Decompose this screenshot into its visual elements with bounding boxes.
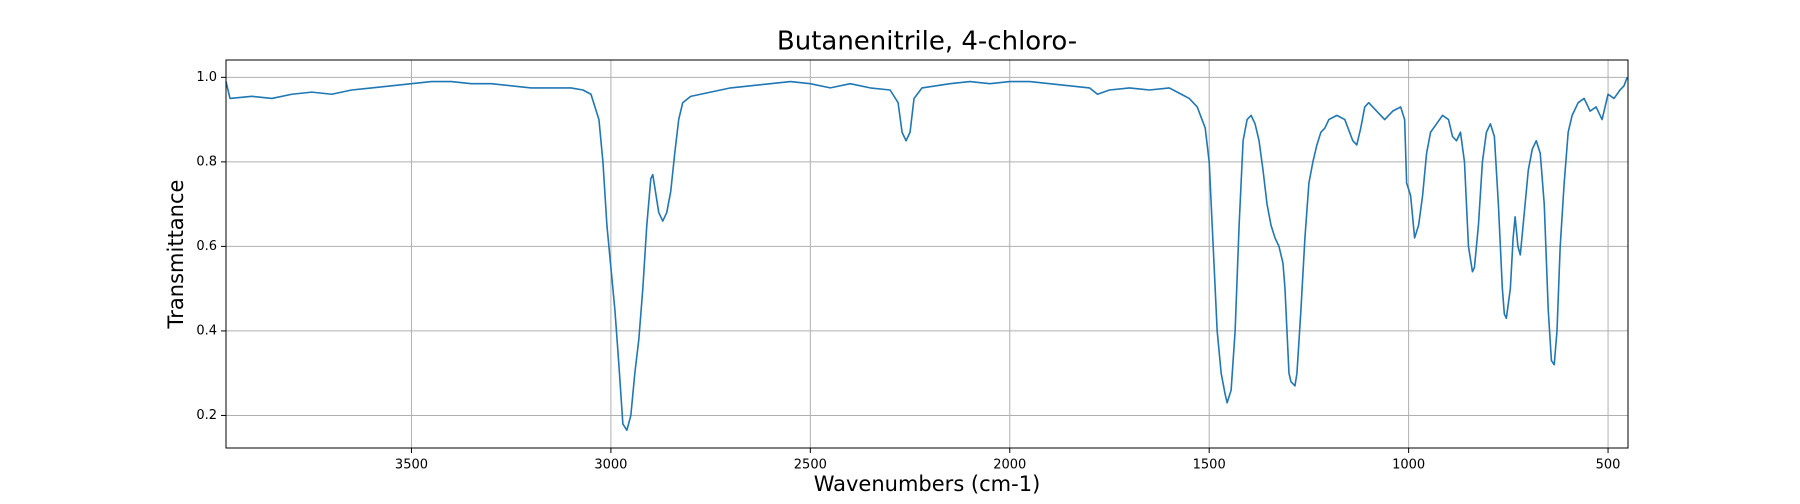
x-axis-label: Wavenumbers (cm-1) — [814, 472, 1041, 496]
spectrum-line — [225, 77, 1628, 432]
x-tick-label: 1000 — [1392, 458, 1425, 473]
x-tick-label: 2000 — [993, 458, 1026, 473]
y-tick-label: 0.8 — [196, 154, 217, 169]
y-tick-label: 0.6 — [196, 239, 217, 254]
y-tick-label: 1.0 — [196, 70, 217, 85]
y-axis-label: Transmittance — [164, 180, 188, 330]
x-tick-label: 500 — [1596, 458, 1621, 473]
plot-frame — [225, 59, 1629, 449]
y-tick-label: 0.2 — [196, 408, 217, 423]
y-tick-label: 0.4 — [196, 323, 217, 338]
x-tick-label: 2500 — [794, 458, 827, 473]
x-tick-label: 3500 — [395, 458, 428, 473]
chart-title: Butanenitrile, 4-chloro- — [777, 27, 1077, 57]
x-tick-label: 1500 — [1193, 458, 1226, 473]
x-tick-label: 3000 — [594, 458, 627, 473]
